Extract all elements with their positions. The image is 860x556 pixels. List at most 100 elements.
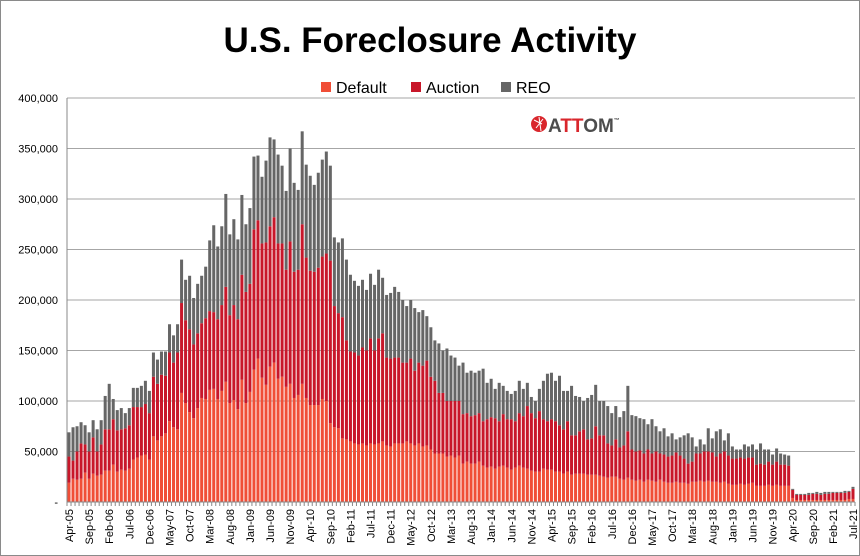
logo-wordmark: ATTOM™	[548, 116, 620, 137]
attom-logo: ATTOM™	[531, 116, 620, 137]
bar-auction	[570, 435, 574, 475]
bar-auction	[163, 375, 168, 434]
bar-auction	[123, 428, 127, 471]
bar-auction	[815, 493, 819, 500]
bar-default	[461, 463, 465, 502]
bar-default	[738, 483, 742, 502]
bar-default	[730, 484, 734, 502]
bar-default	[763, 485, 767, 502]
bar-reo	[594, 384, 598, 427]
bar-default	[292, 397, 296, 502]
bar-reo	[192, 297, 196, 345]
bar-auction	[256, 220, 260, 359]
bar-default	[827, 499, 831, 502]
bar-reo	[441, 350, 445, 393]
bar-auction	[598, 435, 602, 476]
bar-reo	[578, 396, 582, 432]
bar-reo	[75, 426, 79, 452]
x-tick-label: Jul-06	[124, 509, 136, 539]
bar-auction	[276, 243, 280, 379]
x-tick-label: Sep-10	[325, 509, 337, 544]
bar-reo	[557, 375, 562, 426]
bar-auction	[722, 451, 726, 482]
bar-default	[831, 499, 835, 502]
bar-auction	[642, 453, 646, 482]
x-tick-label: Oct-07	[185, 509, 197, 542]
bar-auction	[280, 243, 284, 377]
bar-auction	[87, 451, 91, 479]
legend-label-reo: REO	[516, 80, 551, 97]
bar-reo	[501, 385, 505, 415]
bar-auction	[602, 435, 606, 477]
x-tick-label: Feb-21	[828, 509, 840, 544]
bar-reo	[803, 493, 807, 495]
bar-default	[714, 481, 718, 502]
bar-default	[296, 394, 300, 502]
bar-auction	[545, 421, 549, 470]
bar-reo	[252, 156, 256, 230]
bar-default	[99, 474, 103, 502]
bar-default	[135, 457, 139, 502]
x-tick-label: Apr-05	[64, 509, 76, 542]
bar-reo	[91, 420, 95, 438]
bar-reo	[742, 444, 746, 459]
bar-reo	[553, 380, 557, 422]
bar-auction	[328, 260, 332, 424]
bar-default	[666, 482, 670, 502]
x-tick-label: Mar-18	[687, 509, 699, 544]
bar-auction	[224, 286, 228, 382]
bar-default	[791, 497, 795, 502]
bar-reo	[103, 395, 107, 430]
bar-auction	[549, 419, 553, 470]
bar-auction	[151, 376, 155, 437]
x-tick-label: Feb-11	[345, 509, 357, 543]
bar-auction	[827, 493, 831, 500]
bar-auction	[630, 449, 634, 480]
bar-reo	[489, 378, 493, 418]
bar-reo	[71, 427, 75, 461]
bar-default	[236, 409, 240, 502]
bar-auction	[465, 413, 469, 462]
bar-reo	[465, 372, 469, 414]
bar-reo	[545, 373, 549, 422]
bar-auction	[618, 447, 622, 479]
bar-default	[139, 455, 143, 502]
bar-reo	[264, 160, 268, 243]
x-tick-label: Jun-09	[265, 509, 277, 543]
bar-reo	[602, 401, 606, 436]
bar-reo	[385, 294, 389, 358]
x-tick-label: Dec-06	[144, 509, 156, 544]
bar-reo	[344, 259, 348, 341]
bar-auction	[159, 374, 163, 437]
x-tick-label: Nov-14	[526, 509, 538, 544]
legend-swatch-auction	[411, 82, 421, 92]
bar-reo	[650, 419, 654, 454]
bar-default	[795, 499, 799, 502]
bar-reo	[119, 408, 123, 430]
bar-auction	[750, 457, 754, 483]
bar-auction	[228, 315, 232, 404]
bar-auction	[698, 453, 702, 481]
bar-default	[722, 481, 726, 502]
bar-reo	[795, 493, 799, 495]
bar-default	[159, 436, 163, 502]
bar-reo	[320, 159, 324, 257]
bar-default	[437, 453, 441, 502]
bar-auction	[304, 257, 308, 398]
bar-default	[143, 454, 147, 502]
bar-reo	[196, 283, 200, 334]
bar-default	[248, 391, 252, 502]
bar-auction	[726, 455, 730, 484]
bar-reo	[570, 385, 574, 436]
bar-auction	[385, 357, 389, 446]
bar-default	[397, 443, 401, 502]
bar-default	[839, 499, 843, 502]
bar-reo	[163, 351, 168, 376]
bar-reo	[328, 165, 332, 261]
bar-reo	[634, 416, 638, 452]
legend-swatch-default	[321, 82, 331, 92]
bar-default	[610, 476, 614, 502]
bar-reo	[228, 234, 232, 316]
bar-auction	[738, 457, 742, 484]
bar-auction	[678, 455, 682, 483]
